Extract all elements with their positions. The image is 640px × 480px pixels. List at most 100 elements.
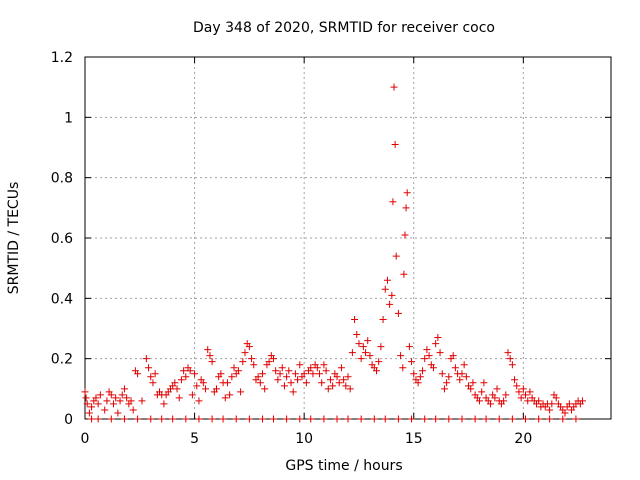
data-point xyxy=(397,352,405,360)
data-point xyxy=(173,385,181,393)
data-point xyxy=(344,415,352,423)
data-point xyxy=(316,370,324,378)
data-point xyxy=(383,276,391,284)
data-point xyxy=(191,370,199,378)
y-tick-label: 1 xyxy=(64,110,73,126)
x-axis-label: GPS time / hours xyxy=(285,458,402,474)
data-point xyxy=(449,352,457,360)
data-point xyxy=(342,382,350,390)
data-point xyxy=(458,370,466,378)
data-point xyxy=(208,358,216,366)
data-point xyxy=(248,355,256,363)
data-point xyxy=(524,397,532,405)
data-point xyxy=(402,204,410,212)
data-point xyxy=(313,364,321,372)
data-point xyxy=(359,343,367,351)
data-point xyxy=(423,346,431,354)
data-point xyxy=(202,385,210,393)
data-point xyxy=(219,415,227,423)
data-point xyxy=(357,355,365,363)
data-point xyxy=(480,379,488,387)
data-point xyxy=(391,140,399,148)
data-point xyxy=(107,391,115,399)
data-point xyxy=(320,361,328,369)
data-point xyxy=(572,415,580,423)
data-point xyxy=(522,415,530,423)
data-point xyxy=(241,349,249,357)
data-point xyxy=(440,385,448,393)
data-point xyxy=(419,367,427,375)
data-point xyxy=(515,388,523,396)
data-point xyxy=(379,315,387,323)
data-point xyxy=(346,385,354,393)
data-point xyxy=(112,394,120,402)
data-point xyxy=(239,358,247,366)
data-point xyxy=(149,379,157,387)
data-point xyxy=(245,415,253,423)
data-point xyxy=(326,376,334,384)
data-point xyxy=(340,376,348,384)
data-point xyxy=(381,415,389,423)
data-point xyxy=(394,309,402,317)
data-point xyxy=(83,400,91,408)
data-point xyxy=(175,394,183,402)
data-point xyxy=(96,391,104,399)
data-point xyxy=(486,400,494,408)
data-point xyxy=(425,352,433,360)
data-point xyxy=(405,343,413,351)
y-tick-label: 0 xyxy=(64,412,73,428)
data-point xyxy=(389,198,397,206)
data-point xyxy=(421,415,429,423)
data-point xyxy=(344,373,352,381)
data-point xyxy=(451,364,459,372)
data-point xyxy=(107,415,115,423)
data-point xyxy=(193,382,201,390)
data-point xyxy=(226,391,234,399)
data-point xyxy=(353,331,361,339)
data-point xyxy=(403,189,411,197)
y-tick-label: 1.2 xyxy=(51,50,73,66)
data-point xyxy=(116,397,124,405)
data-point xyxy=(443,379,451,387)
data-point xyxy=(254,373,262,381)
data-point xyxy=(370,415,378,423)
data-point xyxy=(300,370,308,378)
data-point xyxy=(436,349,444,357)
data-point xyxy=(548,400,556,408)
data-point xyxy=(432,415,440,423)
data-point xyxy=(333,415,341,423)
data-point xyxy=(276,370,284,378)
data-point xyxy=(517,394,525,402)
data-point xyxy=(294,376,302,384)
data-point xyxy=(364,337,372,345)
data-point xyxy=(469,379,477,387)
data-point xyxy=(467,385,475,393)
data-point xyxy=(508,361,516,369)
data-point xyxy=(476,397,483,405)
data-point xyxy=(460,361,468,369)
data-point xyxy=(94,400,102,408)
data-point xyxy=(526,388,534,396)
data-point xyxy=(123,394,131,402)
x-tick-label: 20 xyxy=(514,431,532,447)
data-point xyxy=(333,373,341,381)
data-point xyxy=(456,376,464,384)
data-point xyxy=(230,364,238,372)
data-point xyxy=(259,415,267,423)
data-point xyxy=(134,415,142,423)
data-point xyxy=(278,364,286,372)
data-point xyxy=(232,415,240,423)
data-point xyxy=(285,367,293,375)
data-point xyxy=(182,415,190,423)
data-point xyxy=(307,364,315,372)
data-point xyxy=(287,379,295,387)
data-point xyxy=(269,415,277,423)
data-point xyxy=(158,415,166,423)
data-point xyxy=(390,83,398,91)
data-point xyxy=(386,300,394,308)
data-point xyxy=(85,409,93,417)
data-point xyxy=(223,379,231,387)
data-point xyxy=(351,315,359,323)
y-tick-label: 0.2 xyxy=(51,352,73,368)
